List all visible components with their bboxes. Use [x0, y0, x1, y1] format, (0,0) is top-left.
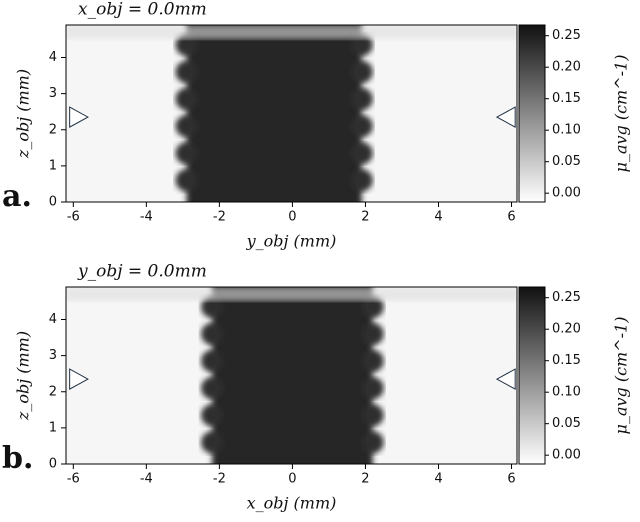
- lobe: [361, 322, 384, 345]
- x-tick-label: -4: [140, 210, 153, 225]
- colorbar-tick-label: 0.00: [552, 186, 581, 201]
- colorbar-label: μ_avg (cm^-1): [612, 317, 631, 435]
- lobe: [350, 142, 373, 165]
- lobe: [175, 115, 198, 138]
- lobe: [361, 350, 384, 373]
- colorbar-tick-label: 0.25: [552, 290, 581, 305]
- marker: [69, 368, 89, 390]
- x-tick-label: 6: [507, 472, 515, 487]
- y-tick-label: 0: [49, 457, 57, 472]
- lobe: [175, 88, 198, 111]
- x-tick-label: 4: [434, 210, 442, 225]
- lobe: [201, 404, 224, 427]
- lobe: [201, 322, 224, 345]
- x-tick-label: 2: [361, 472, 369, 487]
- lobe: [361, 295, 384, 318]
- x-tick-label: -2: [213, 210, 226, 225]
- y-tick-label: 2: [49, 384, 57, 399]
- y-tick-label: 0: [49, 195, 57, 210]
- lobe: [175, 33, 198, 56]
- title: x_obj = 0.0mm: [78, 0, 207, 20]
- lobe: [201, 377, 224, 400]
- image: [66, 287, 517, 464]
- colorbar-tick-label: 0.25: [552, 28, 581, 43]
- y-tick-label: 3: [49, 348, 57, 363]
- lobe: [175, 142, 198, 165]
- colorbar-tick-label: 0.00: [552, 448, 581, 463]
- colorbar: [518, 24, 546, 203]
- x-axis-label: y_obj (mm): [246, 232, 337, 251]
- marker: [495, 368, 516, 390]
- top-noise: [66, 25, 517, 39]
- lobe: [175, 60, 198, 83]
- panel-label: a.: [2, 179, 32, 214]
- colorbar: [518, 286, 546, 465]
- marker: [69, 106, 89, 128]
- x-tick-label: -6: [67, 472, 80, 487]
- x-axis-label: x_obj (mm): [247, 494, 337, 513]
- lobe: [350, 60, 373, 83]
- marker: [495, 106, 516, 128]
- colorbar-tick-label: 0.15: [552, 91, 581, 106]
- top-noise: [66, 287, 517, 301]
- colorbar-label: μ_avg (cm^-1): [612, 55, 631, 173]
- dark-band: [212, 287, 373, 464]
- lobe: [361, 431, 384, 454]
- x-tick-label: -6: [67, 210, 80, 225]
- x-tick-label: 0: [288, 210, 296, 225]
- image: [66, 25, 517, 202]
- lobe: [350, 169, 373, 192]
- lobe: [361, 377, 384, 400]
- y-tick-label: 3: [49, 86, 57, 101]
- lobe: [350, 33, 373, 56]
- colorbar-tick-label: 0.20: [552, 60, 581, 75]
- x-tick-label: -2: [213, 472, 226, 487]
- lobe: [201, 431, 224, 454]
- lobe: [361, 404, 384, 427]
- frame: [65, 286, 518, 465]
- x-tick-label: 4: [434, 472, 442, 487]
- x-tick-label: 0: [288, 472, 296, 487]
- y-tick-label: 2: [49, 122, 57, 137]
- panel-label: b.: [2, 441, 33, 476]
- y-axis-label: z_obj (mm): [14, 331, 33, 421]
- colorbar-tick-label: 0.15: [552, 353, 581, 368]
- y-axis-label: z_obj (mm): [14, 69, 33, 159]
- colorbar-tick-label: 0.20: [552, 322, 581, 337]
- x-tick-label: 2: [361, 210, 369, 225]
- lobe: [350, 88, 373, 111]
- colorbar-tick-label: 0.10: [552, 385, 581, 400]
- colorbar-tick-label: 0.05: [552, 154, 581, 169]
- colorbar-tick-label: 0.05: [552, 416, 581, 431]
- y-tick-label: 4: [49, 312, 57, 327]
- dark-band: [186, 25, 362, 202]
- colorbar-tick-label: 0.10: [552, 123, 581, 138]
- title: y_obj = 0.0mm: [77, 262, 207, 282]
- x-tick-label: -4: [140, 472, 153, 487]
- frame: [65, 24, 518, 203]
- lobe: [175, 169, 198, 192]
- y-tick-label: 4: [49, 50, 57, 65]
- y-tick-label: 1: [49, 158, 57, 173]
- x-tick-label: 6: [507, 210, 515, 225]
- lobe: [350, 115, 373, 138]
- lobe: [201, 295, 224, 318]
- lobe: [201, 350, 224, 373]
- panel: -6 -4 -2 0 2 4 6 0 1 2 3 4 0.00 0.05 0.10 0.15 0.20 0.25 y…: [2, 262, 631, 513]
- y-tick-label: 1: [49, 420, 57, 435]
- panel: -6 -4 -2 0 2 4 6 0 1 2 3 4 0.00 0.05 0.10 0.15 0.20 0.25 x…: [2, 0, 631, 251]
